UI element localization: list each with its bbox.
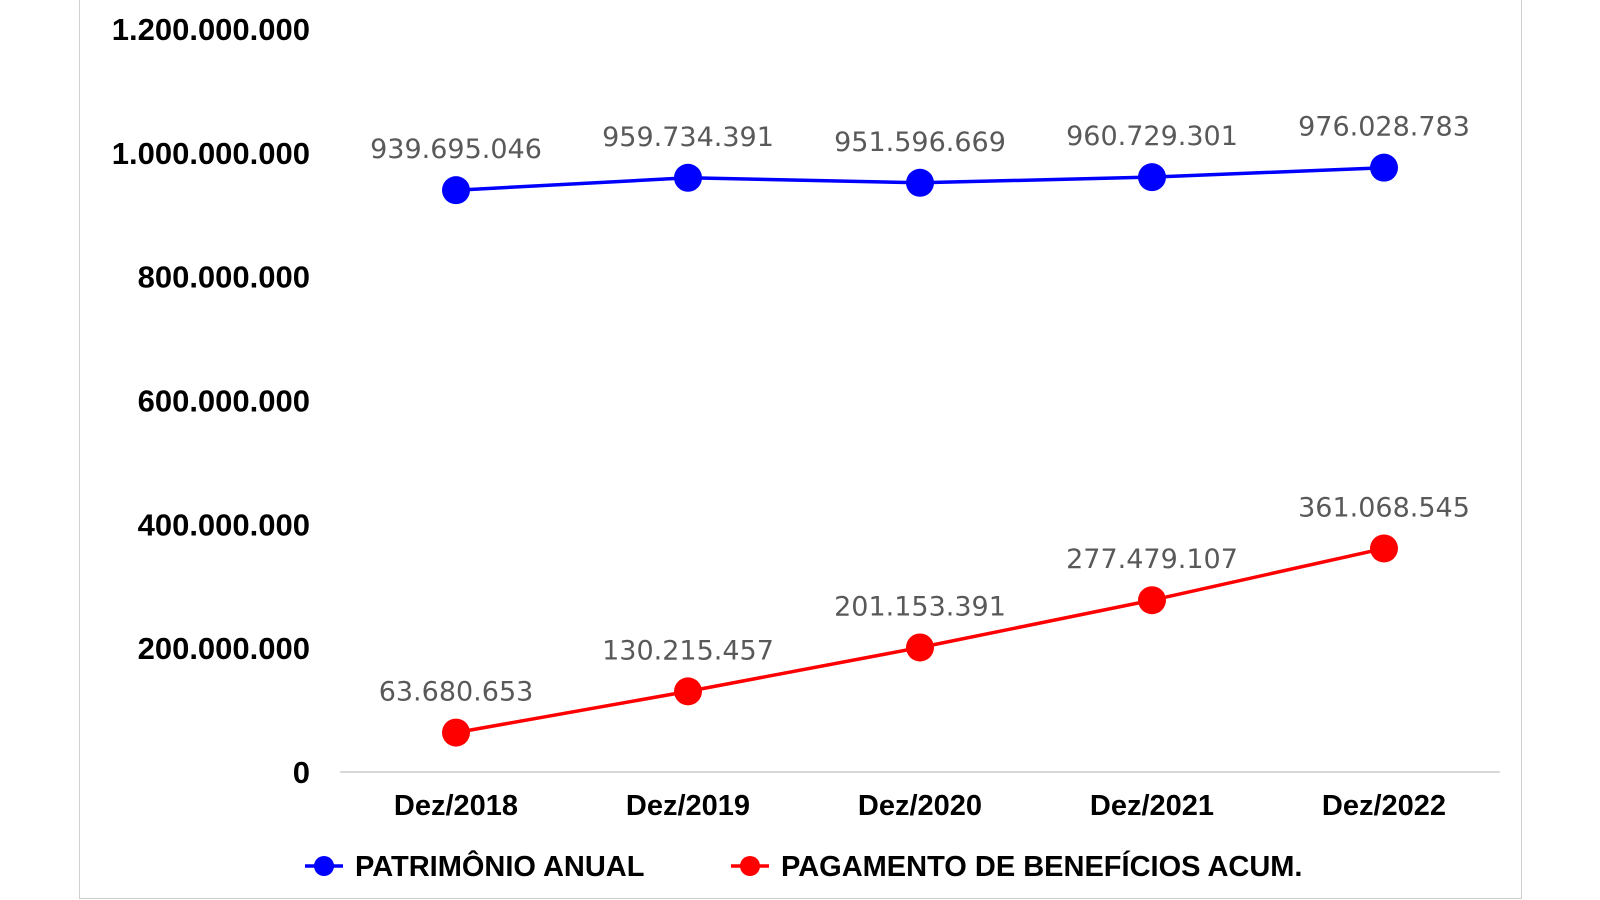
y-tick-label: 1.200.000.000: [112, 12, 310, 47]
data-point: [906, 168, 934, 197]
data-point: [442, 176, 470, 205]
data-label: 361.068.545: [1298, 492, 1470, 523]
data-point: [442, 718, 470, 747]
y-tick-label: 800.000.000: [138, 260, 310, 295]
data-point: [1138, 586, 1166, 615]
data-label: 959.734.391: [602, 122, 774, 153]
series-1: 63.680.653 130.215.457 201.153.391 277.479.…: [379, 492, 1470, 747]
y-tick-label: 600.000.000: [138, 384, 310, 419]
y-tick-label: 1.000.000.000: [112, 136, 310, 171]
data-label: 277.479.107: [1066, 544, 1238, 575]
y-axis: 0 200.000.000 400.000.000 600.000.000 800.00…: [112, 12, 310, 790]
data-point: [906, 633, 934, 662]
data-label: 130.215.457: [602, 635, 774, 666]
x-tick-label: Dez/2022: [1322, 790, 1446, 822]
x-tick-label: Dez/2019: [626, 790, 750, 822]
data-label: 939.695.046: [370, 134, 542, 165]
y-tick-label: 200.000.000: [138, 631, 310, 666]
data-label: 201.153.391: [834, 591, 1006, 622]
data-label: 960.729.301: [1066, 121, 1238, 152]
x-tick-label: Dez/2020: [858, 790, 982, 822]
legend-item: PATRIMÔNIO ANUAL: [305, 849, 644, 883]
y-tick-label: 400.000.000: [138, 507, 310, 542]
chart-frame: [79, 0, 1522, 899]
data-point: [674, 677, 702, 706]
data-point: [674, 163, 702, 192]
series-0: 939.695.046 959.734.391 951.596.669 960.729…: [370, 112, 1470, 205]
data-label: 976.028.783: [1298, 112, 1470, 143]
x-tick-label: Dez/2018: [394, 790, 518, 822]
series-group: 939.695.046 959.734.391 951.596.669 960.729…: [370, 112, 1470, 747]
data-point: [1138, 163, 1166, 192]
legend-marker: [740, 856, 760, 876]
legend-marker: [314, 856, 334, 876]
legend-label: PAGAMENTO DE BENEFÍCIOS ACUM.: [781, 849, 1303, 883]
legend: PATRIMÔNIO ANUAL PAGAMENTO DE BENEFÍCIOS …: [305, 849, 1303, 883]
data-label: 951.596.669: [834, 127, 1006, 158]
legend-item: PAGAMENTO DE BENEFÍCIOS ACUM.: [731, 849, 1303, 883]
data-point: [1370, 153, 1398, 182]
data-point: [1370, 534, 1398, 563]
y-tick-label: 0: [293, 755, 310, 790]
legend-label: PATRIMÔNIO ANUAL: [355, 849, 644, 883]
x-axis: Dez/2018 Dez/2019 Dez/2020 Dez/2021 Dez/2022: [394, 790, 1446, 822]
data-label: 63.680.653: [379, 677, 534, 708]
x-tick-label: Dez/2021: [1090, 790, 1214, 822]
